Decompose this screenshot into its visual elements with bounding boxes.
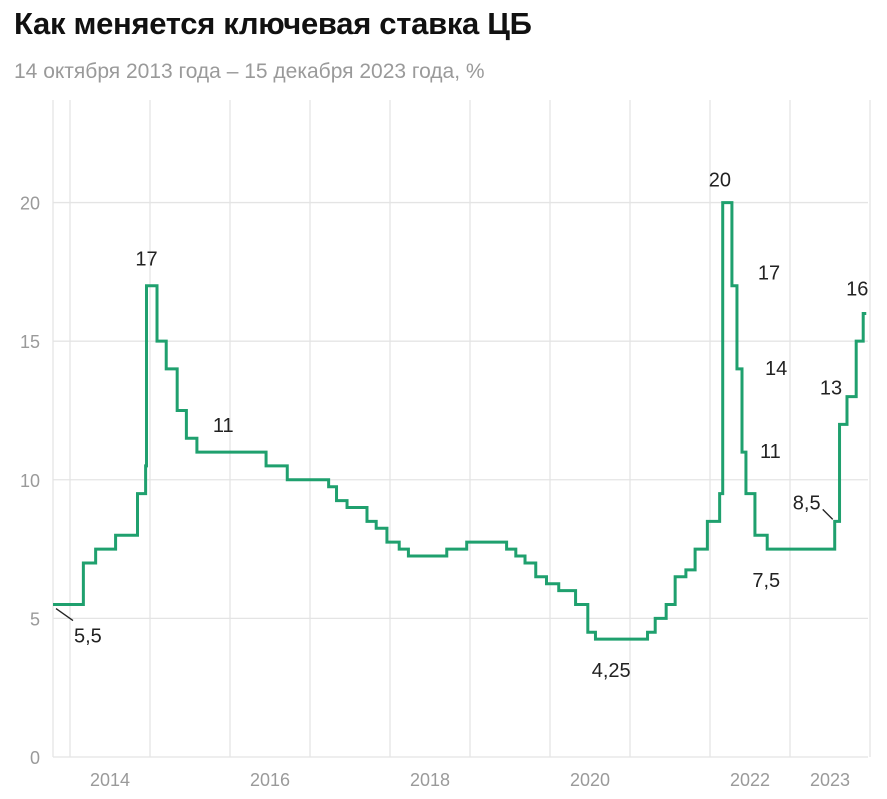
y-tick-label: 20 [20, 194, 40, 214]
x-tick-label: 2023 [810, 770, 850, 790]
data-label: 7,5 [752, 570, 780, 592]
x-tick-label: 2020 [570, 770, 610, 790]
data-label: 13 [820, 378, 842, 400]
data-label: 17 [135, 249, 157, 271]
x-tick-label: 2016 [250, 770, 290, 790]
data-label: 14 [765, 358, 787, 380]
y-tick-label: 10 [20, 471, 40, 491]
x-tick-label: 2018 [410, 770, 450, 790]
chart-title: Как меняется ключевая ставка ЦБ [14, 6, 532, 41]
x-tick-label: 2022 [730, 770, 770, 790]
y-tick-label: 0 [30, 748, 40, 768]
rate-step-line [53, 201, 867, 641]
data-label: 5,5 [74, 626, 102, 648]
chart-subtitle: 14 октября 2013 года – 15 декабря 2023 г… [14, 60, 485, 83]
data-label: 8,5 [793, 492, 821, 514]
data-label: 4,25 [592, 660, 631, 682]
data-label: 11 [760, 441, 781, 463]
y-tick-label: 5 [30, 609, 40, 629]
data-label: 20 [709, 170, 731, 192]
x-tick-label: 2014 [90, 770, 130, 790]
leader-line [55, 608, 74, 622]
data-label: 11 [213, 415, 234, 437]
leader-line [822, 508, 834, 520]
y-tick-label: 15 [20, 332, 40, 352]
data-label: 16 [846, 278, 868, 300]
data-label: 17 [758, 263, 780, 285]
